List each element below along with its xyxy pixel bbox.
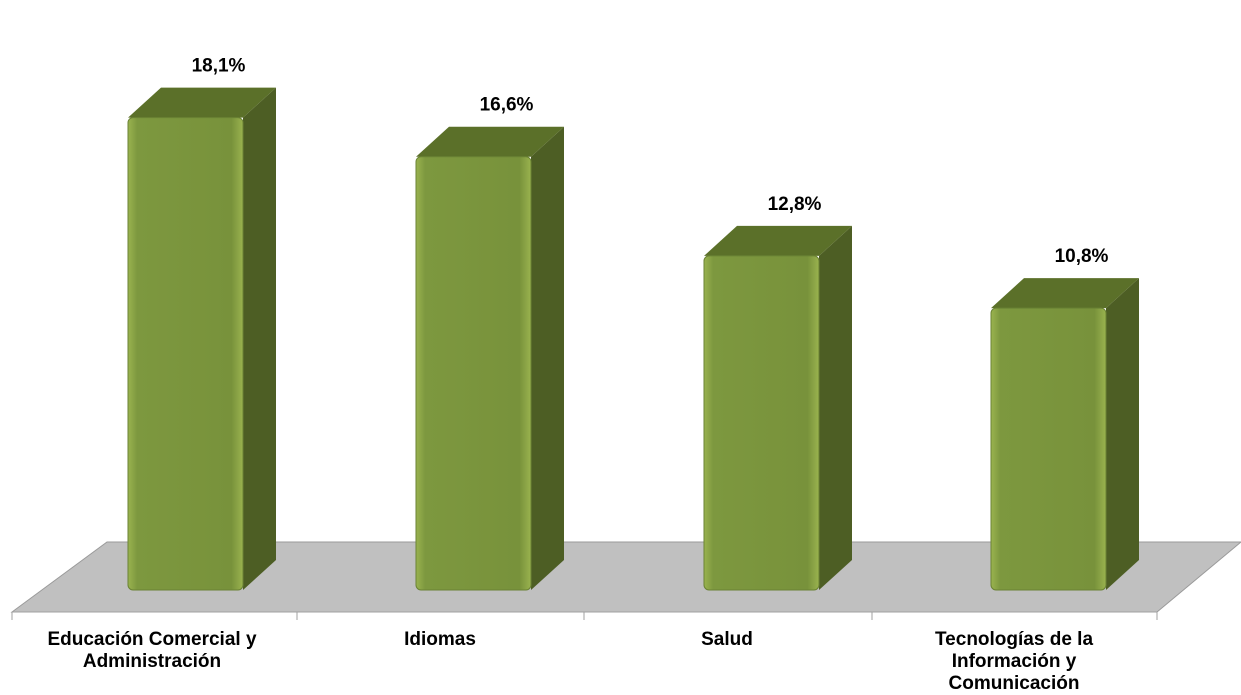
category-label: Tecnologías de la xyxy=(935,629,1093,650)
category-label: Idiomas xyxy=(404,629,476,650)
bar-side xyxy=(1106,278,1139,590)
category-label: Salud xyxy=(701,629,753,650)
data-labels: 18,1% 16,6% 12,8% 10,8% xyxy=(192,56,1109,268)
category-label: Comunicación xyxy=(949,673,1080,694)
category-label: Educación Comercial y xyxy=(47,629,257,650)
bar-top xyxy=(991,278,1139,309)
bar-front xyxy=(127,117,244,591)
bar-top xyxy=(416,126,564,157)
bar xyxy=(415,126,564,591)
category-label: Administración xyxy=(83,651,221,672)
category-label: Información y xyxy=(952,651,1077,672)
data-label: 16,6% xyxy=(480,95,534,116)
bar xyxy=(703,225,852,591)
bar xyxy=(990,278,1139,591)
bar-side xyxy=(531,126,564,591)
data-label: 18,1% xyxy=(192,56,246,77)
data-label: 10,8% xyxy=(1055,246,1109,267)
bar-top xyxy=(128,87,276,118)
bar-front xyxy=(990,307,1107,591)
bar xyxy=(127,87,276,591)
bar-side xyxy=(243,87,276,590)
bar-side xyxy=(819,225,852,591)
bar-front xyxy=(415,156,532,591)
data-label: 12,8% xyxy=(768,194,822,215)
category-axis xyxy=(11,611,1158,620)
bar-top xyxy=(704,225,852,256)
bars xyxy=(127,87,1139,591)
bar-front xyxy=(703,255,820,591)
